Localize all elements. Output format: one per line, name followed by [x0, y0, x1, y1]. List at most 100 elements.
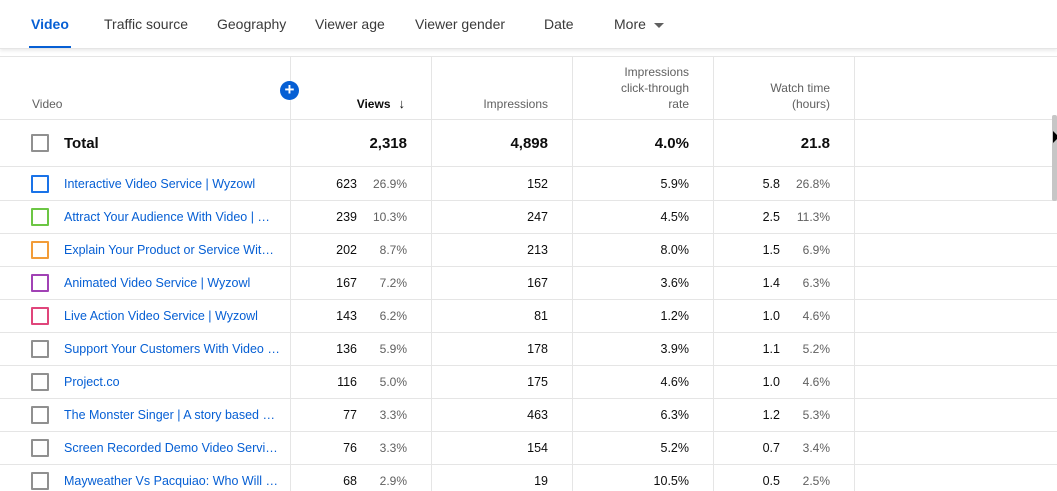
views-percent: 6.2%	[379, 309, 407, 323]
tab-geography[interactable]: Geography	[217, 16, 287, 32]
analytics-tab-bar: Video Traffic source Geography Viewer ag…	[0, 0, 1057, 49]
watch-time-percent: 4.6%	[802, 309, 830, 323]
watch-time-percent: 5.3%	[802, 408, 830, 422]
header-watch-line2: (hours)	[791, 97, 830, 111]
views-value: 77	[343, 408, 357, 422]
views-percent: 2.9%	[379, 474, 407, 488]
tab-date[interactable]: Date	[544, 16, 574, 32]
header-impressions[interactable]: Impressions	[483, 97, 548, 111]
views-percent: 7.2%	[379, 276, 407, 290]
table-row: Interactive Video Service | Wyzowl 623 26.…	[0, 168, 1057, 201]
video-title-link[interactable]: Interactive Video Service | Wyzowl	[64, 177, 256, 191]
total-watch-time: 21.8	[800, 135, 830, 152]
total-ctr: 4.0%	[654, 135, 689, 152]
views-percent: 10.3%	[372, 210, 407, 224]
views-value: 68	[343, 474, 357, 488]
header-ctr[interactable]: Impressions click-through rate	[621, 64, 689, 112]
total-label: Total	[64, 135, 99, 152]
views-value: 143	[336, 309, 357, 323]
video-title-link[interactable]: Project.co	[64, 375, 120, 389]
row-checkbox[interactable]	[31, 406, 49, 424]
table-row: Explain Your Product or Service With Vid…	[0, 234, 1057, 267]
table-row: The Monster Singer | A story based on a …	[0, 399, 1057, 432]
total-checkbox[interactable]	[31, 134, 49, 152]
header-watch-line1: Watch time	[770, 81, 830, 95]
video-title-link[interactable]: Animated Video Service | Wyzowl	[64, 276, 251, 290]
watch-time-value: 1.5	[762, 243, 780, 257]
column-divider	[572, 56, 573, 491]
impressions-value: 247	[527, 210, 548, 224]
column-divider	[713, 56, 714, 491]
watch-time-percent: 5.2%	[802, 342, 830, 356]
views-percent: 5.0%	[379, 375, 407, 389]
ctr-value: 4.6%	[660, 375, 690, 389]
column-divider	[431, 56, 432, 491]
views-value: 239	[336, 210, 357, 224]
sort-arrow-down-icon: ↓	[398, 96, 406, 111]
watch-time-value: 2.5	[762, 210, 780, 224]
ctr-value: 6.3%	[660, 408, 690, 422]
add-column-icon[interactable]: +	[280, 81, 299, 100]
tab-viewer-age[interactable]: Viewer age	[315, 16, 385, 32]
tab-viewer-gender[interactable]: Viewer gender	[415, 16, 506, 32]
video-title-link[interactable]: Support Your Customers With Video | Wyzo…	[64, 342, 280, 356]
watch-time-value: 1.2	[762, 408, 780, 422]
header-ctr-line3: rate	[668, 97, 689, 111]
impressions-value: 19	[534, 474, 548, 488]
views-value: 116	[337, 375, 357, 389]
ctr-value: 3.9%	[660, 342, 690, 356]
row-checkbox[interactable]	[31, 208, 49, 226]
row-checkbox[interactable]	[31, 373, 49, 391]
ctr-value: 5.2%	[660, 441, 690, 455]
ctr-value: 10.5%	[653, 474, 689, 488]
mouse-cursor-icon	[1053, 131, 1057, 143]
header-views[interactable]: Views ↓	[357, 96, 405, 112]
header-watch-time[interactable]: Watch time (hours)	[770, 80, 830, 112]
row-checkbox[interactable]	[31, 307, 49, 325]
table-row: Attract Your Audience With Video | Wyzow…	[0, 201, 1057, 234]
row-checkbox[interactable]	[31, 175, 49, 193]
watch-time-value: 1.4	[762, 276, 780, 290]
tab-more[interactable]: More	[614, 0, 664, 48]
column-divider	[290, 56, 291, 491]
row-checkbox[interactable]	[31, 274, 49, 292]
header-video[interactable]: Video	[32, 97, 63, 111]
row-checkbox[interactable]	[31, 340, 49, 358]
impressions-value: 463	[527, 408, 548, 422]
table-row: Mayweather Vs Pacquiao: Who Will Win? 68 2…	[0, 465, 1057, 491]
column-divider	[854, 56, 855, 491]
watch-time-value: 5.8	[762, 177, 780, 191]
ctr-value: 5.9%	[660, 177, 690, 191]
impressions-value: 178	[527, 342, 548, 356]
watch-time-percent: 6.9%	[802, 243, 830, 257]
row-checkbox[interactable]	[31, 472, 49, 490]
watch-time-percent: 3.4%	[802, 441, 830, 455]
scrollbar-thumb[interactable]	[1052, 115, 1057, 201]
video-title-link[interactable]: Screen Recorded Demo Video Service | Wyz…	[64, 441, 280, 455]
watch-time-value: 0.5	[762, 474, 780, 488]
row-checkbox[interactable]	[31, 241, 49, 259]
views-value: 202	[336, 243, 357, 257]
impressions-value: 175	[527, 375, 548, 389]
row-checkbox[interactable]	[31, 439, 49, 457]
header-views-label: Views	[356, 97, 391, 111]
video-title-link[interactable]: Explain Your Product or Service With Vid…	[64, 243, 280, 257]
views-percent: 5.9%	[379, 342, 407, 356]
video-title-link[interactable]: Attract Your Audience With Video | Wyzow…	[64, 210, 280, 224]
views-percent: 3.3%	[379, 441, 407, 455]
watch-time-percent: 4.6%	[802, 375, 830, 389]
video-title-link[interactable]: Mayweather Vs Pacquiao: Who Will Win?	[64, 474, 280, 488]
total-views: 2,318	[369, 135, 407, 152]
video-title-link[interactable]: The Monster Singer | A story based on a …	[64, 408, 280, 422]
table-row: Animated Video Service | Wyzowl 167 7.2% 16…	[0, 267, 1057, 300]
header-ctr-line2: click-through	[620, 81, 689, 95]
tab-video[interactable]: Video	[29, 0, 71, 48]
impressions-value: 152	[527, 177, 548, 191]
watch-time-percent: 11.3%	[796, 210, 830, 224]
views-value: 167	[336, 276, 357, 290]
chevron-down-icon	[653, 22, 664, 28]
video-title-link[interactable]: Live Action Video Service | Wyzowl	[64, 309, 258, 323]
impressions-value: 167	[527, 276, 548, 290]
tab-traffic-source[interactable]: Traffic source	[104, 16, 189, 32]
table-row: Project.co 116 5.0% 175 4.6% 1.0 4.6%	[0, 366, 1057, 399]
